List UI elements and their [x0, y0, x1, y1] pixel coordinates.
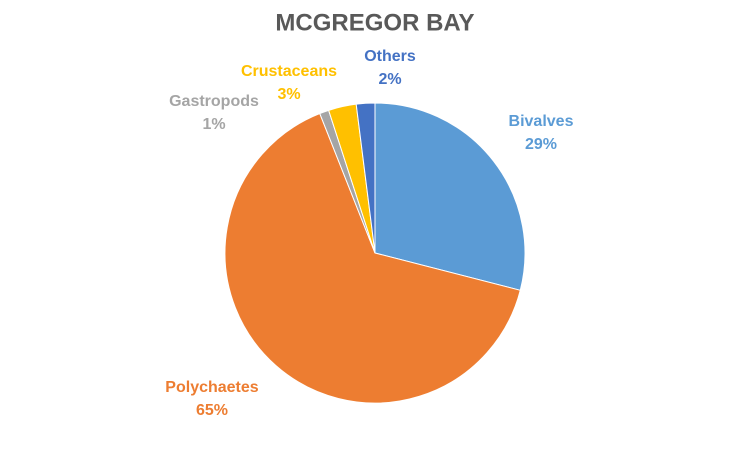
slice-value-label: 3%	[277, 86, 300, 103]
chart-title: MCGREGOR BAY	[275, 9, 474, 36]
slice-label: Bivalves	[509, 113, 574, 130]
slice-value-label: 2%	[378, 71, 401, 88]
slice-label: Polychaetes	[165, 379, 258, 396]
slice-value-label: 29%	[525, 136, 557, 153]
pie-slice	[355, 102, 376, 254]
pie-slice	[374, 102, 526, 291]
slice-label: Crustaceans	[241, 63, 337, 80]
slice-label: Gastropods	[169, 93, 259, 110]
slice-label: Others	[364, 48, 416, 65]
pie-slice	[224, 112, 521, 404]
slice-value-label: 65%	[196, 402, 228, 419]
slice-value-label: 1%	[202, 116, 225, 133]
